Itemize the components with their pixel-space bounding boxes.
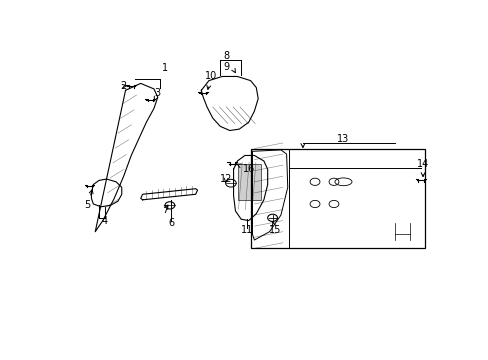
Text: 14: 14 — [416, 159, 428, 176]
Text: 15: 15 — [268, 222, 281, 235]
Text: 13: 13 — [337, 134, 349, 144]
Bar — [238, 164, 261, 200]
Text: 5: 5 — [84, 190, 93, 210]
Text: 6: 6 — [167, 219, 174, 228]
Text: 4: 4 — [102, 216, 107, 226]
Text: 1: 1 — [162, 63, 168, 73]
Text: 2: 2 — [120, 81, 126, 91]
Text: 7: 7 — [162, 204, 168, 215]
Text: 3: 3 — [154, 88, 161, 101]
Text: 8: 8 — [223, 51, 228, 61]
Bar — [250, 149, 424, 248]
Text: 9: 9 — [223, 62, 228, 72]
Text: 11: 11 — [240, 225, 252, 235]
Text: 10: 10 — [204, 72, 217, 89]
Text: 12: 12 — [219, 174, 232, 184]
Text: 16: 16 — [237, 164, 254, 174]
